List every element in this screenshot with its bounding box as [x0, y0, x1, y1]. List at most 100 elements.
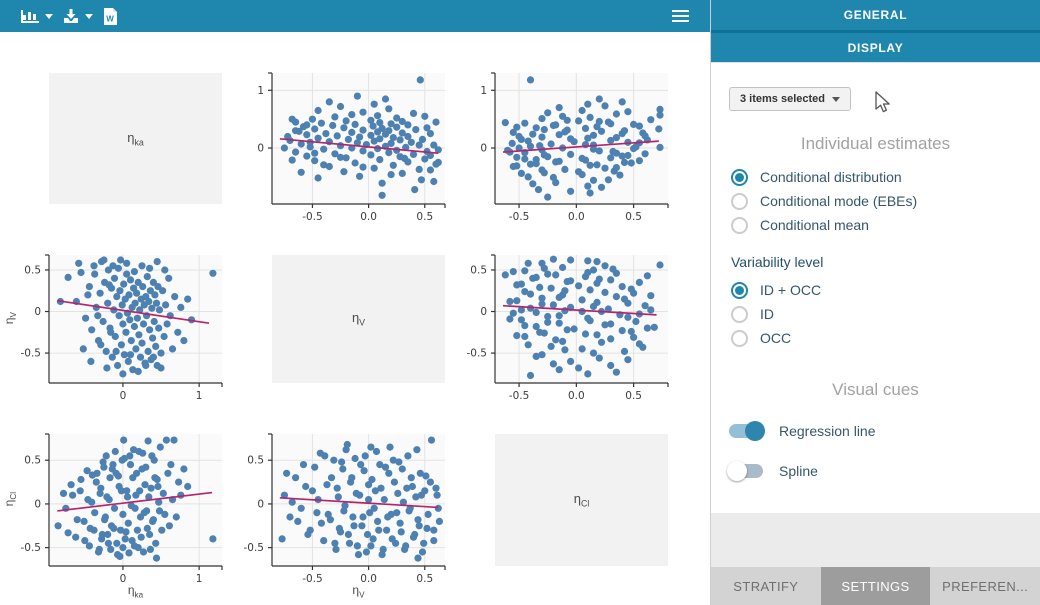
svg-text:0: 0 [34, 306, 41, 318]
toggle-label: Regression line [779, 423, 876, 439]
spline-toggle-off[interactable] [727, 461, 763, 481]
svg-text:0: 0 [480, 306, 487, 318]
tab-stratify[interactable]: STRATIFY [711, 567, 821, 605]
regression-line-toggle-on[interactable] [729, 421, 765, 441]
svg-text:1: 1 [480, 85, 487, 97]
variability-level-option-id-occ[interactable]: ID + OCC [727, 278, 1024, 302]
scatter-panel-eta_ka-vs-eta_Cl: -0.5 0.0 0.5 0 1 [480, 72, 669, 223]
svg-text:0.0: 0.0 [360, 573, 377, 585]
svg-text:-0.5: -0.5 [21, 348, 42, 360]
radio-selected-icon[interactable] [731, 281, 748, 299]
toolbar: W [0, 0, 710, 32]
variability-level-option-occ[interactable]: OCC [727, 326, 1024, 350]
menu-button[interactable] [660, 0, 700, 32]
svg-text:W: W [106, 14, 114, 23]
radio-unselected-icon[interactable] [731, 329, 748, 347]
scatter-panel-eta_ka-vs-eta_V: -0.5 0.0 0.5 0 1 [257, 72, 446, 223]
individual-estimates-title: Individual estimates [800, 134, 951, 153]
diagonal-cell-eta-cl: ηCl [495, 434, 668, 566]
radio-label: ID [760, 306, 774, 322]
settings-panel: GENERAL DISPLAY 3 items selected Individ… [710, 0, 1040, 605]
regression-line [279, 137, 439, 155]
chart-type-menu-button[interactable] [20, 0, 53, 32]
svg-text:0: 0 [257, 143, 264, 155]
individual-estimates-option-conditional-mean[interactable]: Conditional mean [727, 213, 1024, 237]
regression-line [57, 299, 210, 324]
svg-text:0.5: 0.5 [24, 455, 41, 467]
scatter-panel-eta_V-vs-eta_Cl: -0.5 0.0 0.5 -0.5 0 0.5 [467, 254, 669, 402]
svg-text:0: 0 [257, 498, 264, 510]
regression-line [502, 304, 657, 316]
svg-text:1: 1 [196, 390, 203, 402]
display-section-header[interactable]: DISPLAY [711, 33, 1040, 63]
individual-estimates-option-conditional-distribution[interactable]: Conditional distribution [727, 165, 1024, 189]
svg-text:0: 0 [120, 573, 127, 585]
svg-text:1: 1 [257, 85, 264, 97]
svg-text:0.0: 0.0 [360, 211, 377, 223]
toggle-row-regression-line[interactable]: Regression line [727, 411, 1024, 451]
svg-text:-0.5: -0.5 [302, 211, 323, 223]
svg-text:-0.5: -0.5 [21, 542, 42, 554]
chevron-down-icon [45, 13, 53, 19]
toggle-knob [745, 421, 765, 441]
points-layer [56, 256, 217, 378]
y-axis-title-eta-cl: ηCl [1, 491, 19, 507]
svg-text:-0.5: -0.5 [509, 211, 530, 223]
bottom-tabbar: STRATIFY SETTINGS PREFEREN... [711, 567, 1040, 605]
regression-line [57, 491, 213, 512]
individual-estimates-radio-group: Conditional distribution Conditional mode… [727, 165, 1024, 237]
panel-spacer [711, 513, 1040, 567]
y-axis-title-eta-v: ηV [1, 312, 19, 325]
tab-settings[interactable]: SETTINGS [820, 567, 931, 605]
regression-line [279, 496, 439, 509]
toggle-row-spline[interactable]: Spline [727, 451, 1024, 491]
toggle-label: Spline [779, 463, 818, 479]
download-icon [64, 9, 78, 23]
eta-correlation-matrix: -0.5 0.0 0.5 0 1 -0.5 0.0 0.5 0 1 0 1 -0.5 0 0.5 -0.5 0.… [1, 72, 669, 600]
radio-label: ID + OCC [760, 282, 822, 298]
chevron-down-icon [85, 13, 93, 19]
svg-text:-0.5: -0.5 [467, 348, 488, 360]
scatter-panel-eta_Cl-vs-eta_V: -0.5 0.0 0.5 -0.5 0 0.5 [244, 433, 446, 585]
chevron-down-icon [832, 96, 840, 102]
scatter-panel-eta_V-vs-eta_ka: 0 1 -0.5 0 0.5 [21, 254, 223, 402]
svg-text:1: 1 [196, 573, 203, 585]
svg-text:0.5: 0.5 [470, 264, 487, 276]
svg-text:-0.5: -0.5 [509, 390, 530, 402]
radio-unselected-icon[interactable] [731, 305, 748, 323]
points-layer [278, 436, 443, 562]
radio-unselected-icon[interactable] [731, 216, 748, 234]
svg-text:0.5: 0.5 [416, 211, 433, 223]
x-axis-title-eta-v: ηV [352, 583, 365, 600]
export-menu-button[interactable] [62, 0, 93, 32]
word-export-button[interactable]: W [103, 0, 118, 32]
radio-selected-icon[interactable] [731, 168, 748, 186]
individual-estimates-option-conditional-mode-ebes[interactable]: Conditional mode (EBEs) [727, 189, 1024, 213]
tab-preferen[interactable]: PREFEREN... [930, 567, 1040, 605]
points-layer [280, 76, 442, 199]
variability-level-radio-group: ID + OCC ID OCC [727, 278, 1024, 350]
svg-text:0.5: 0.5 [625, 211, 642, 223]
svg-text:0: 0 [480, 143, 487, 155]
radio-label: Conditional distribution [760, 169, 902, 185]
general-section-header[interactable]: GENERAL [711, 0, 1040, 33]
variability-level-option-id[interactable]: ID [727, 302, 1024, 326]
toggle-knob [727, 461, 747, 481]
diagonal-cell-eta-v: ηV [272, 255, 445, 383]
svg-text:0.5: 0.5 [247, 455, 264, 467]
variability-level-label: Variability level [731, 254, 824, 270]
word-document-icon: W [104, 7, 117, 25]
points-layer [54, 436, 217, 562]
items-selected-dropdown[interactable]: 3 items selected [729, 87, 851, 111]
svg-text:-0.5: -0.5 [302, 573, 323, 585]
radio-unselected-icon[interactable] [731, 192, 748, 210]
bar-chart-icon [21, 10, 39, 23]
regression-line [502, 140, 659, 153]
x-axis-title-eta-ka: ηka [127, 583, 144, 600]
svg-text:0.5: 0.5 [416, 573, 433, 585]
hamburger-icon [671, 10, 689, 12]
visual-cues-title: Visual cues [832, 380, 919, 399]
svg-text:0: 0 [120, 390, 127, 402]
svg-text:0.0: 0.0 [568, 211, 585, 223]
svg-text:-0.5: -0.5 [244, 542, 265, 554]
